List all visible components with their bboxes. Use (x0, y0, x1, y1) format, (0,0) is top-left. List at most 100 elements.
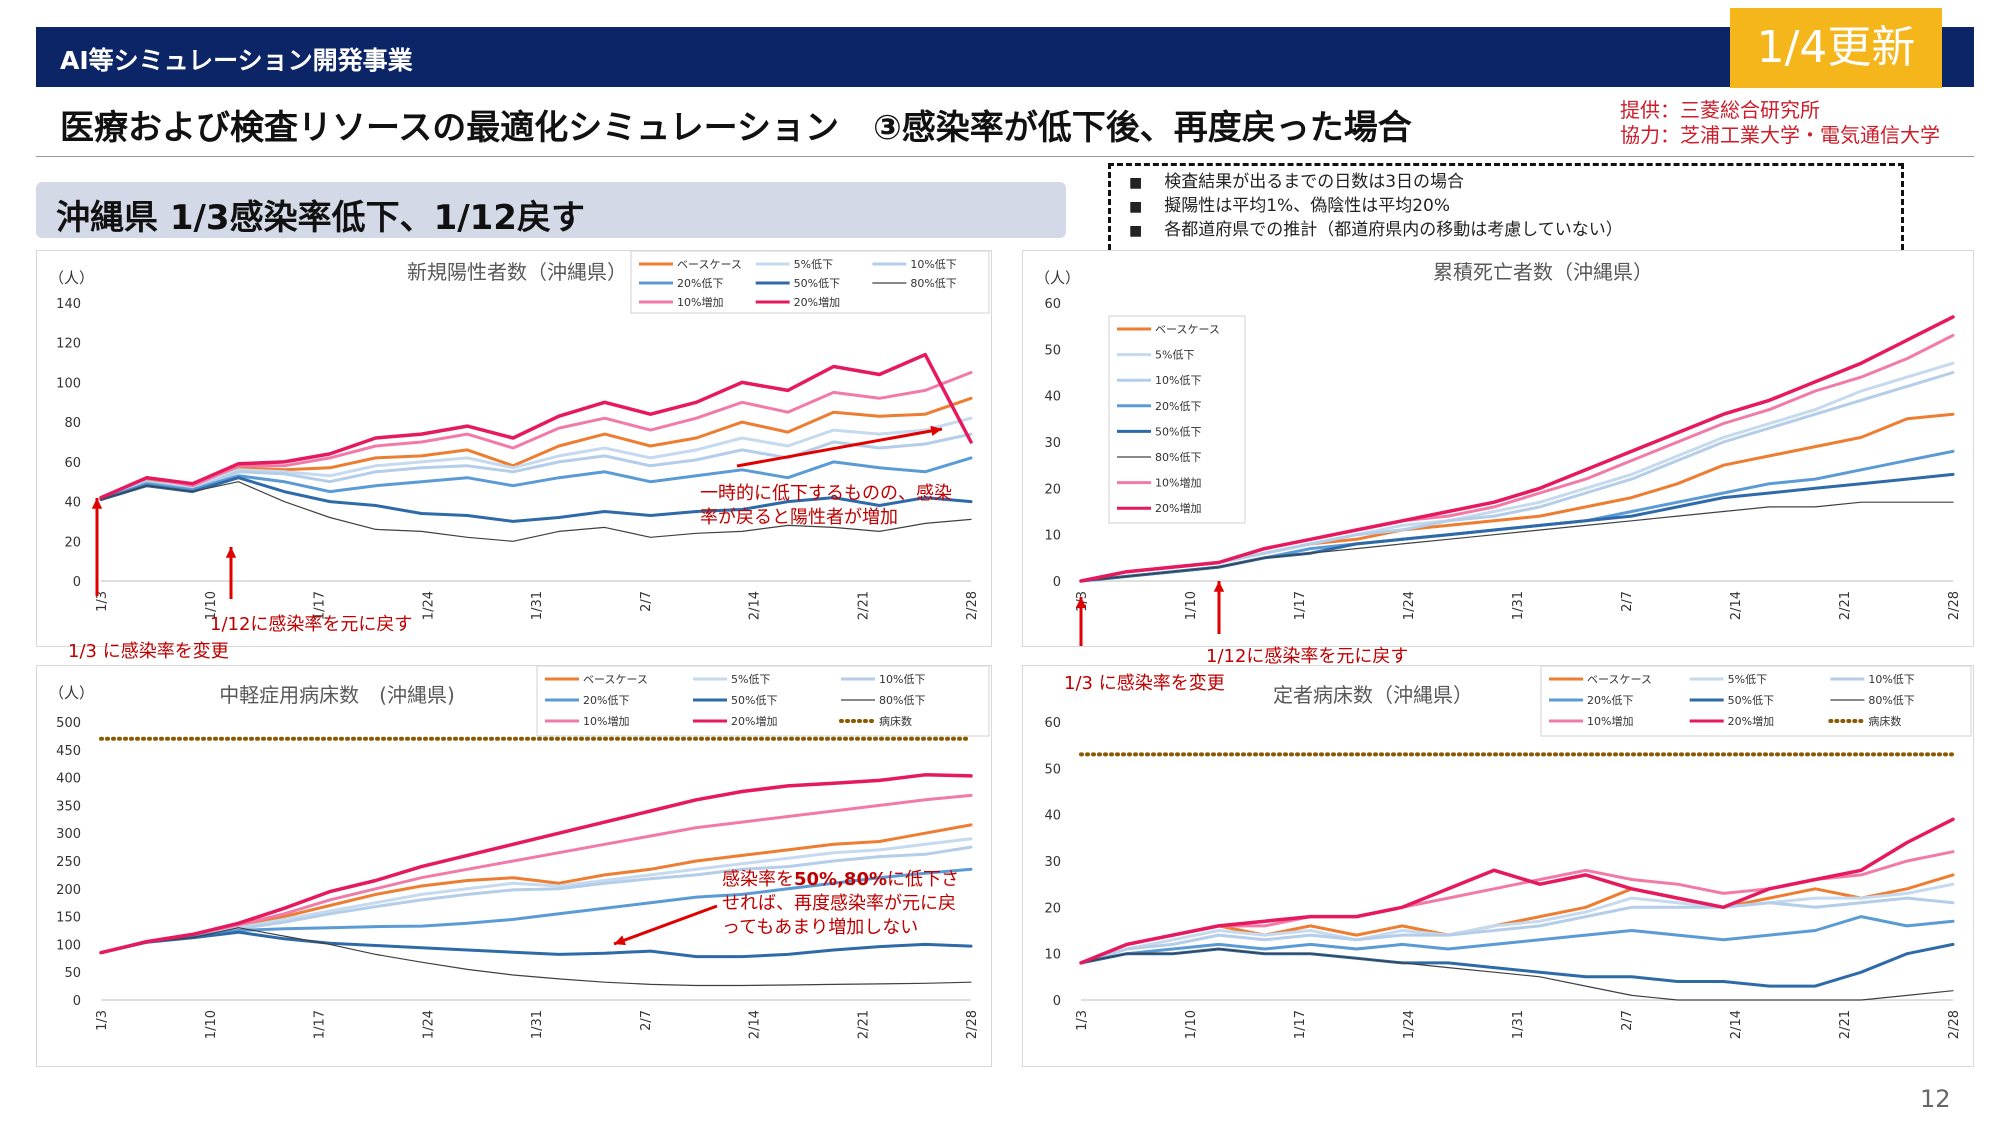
note-item: 各都道府県での推計（都道府県内の移動は考慮していない） (1129, 219, 1901, 243)
x-tick-label: 2/14 (1729, 591, 1744, 620)
legend-label: 50%低下 (1728, 694, 1774, 707)
y-tick-label: 80 (64, 416, 81, 431)
series-line (100, 927, 972, 987)
y-tick-label: 60 (64, 456, 81, 471)
legend-label: 20%低下 (1587, 694, 1633, 707)
section-header: 沖縄県 1/3感染率低下、1/12戻す (36, 182, 1066, 238)
x-tick-label: 2/21 (1838, 1010, 1853, 1039)
series-line (99, 476, 973, 523)
annotation-arrow-head (614, 935, 626, 946)
y-tick-label: 40 (1044, 809, 1061, 824)
series-line (1079, 873, 1955, 965)
x-tick-label: 1/3 (1075, 1010, 1090, 1031)
y-tick-label: 30 (1044, 436, 1061, 451)
legend-box (1540, 666, 1972, 737)
y-tick-label: 0 (73, 994, 81, 1009)
y-tick-label: 0 (73, 575, 81, 590)
x-tick-label: 1/31 (1511, 591, 1526, 620)
legend-label: ベースケース (583, 673, 648, 686)
series-line (99, 396, 973, 502)
legend-label: 10%低下 (1868, 673, 1914, 686)
y-axis-unit: （人） (49, 684, 94, 702)
credit-cooperation: 協力：芝浦工業大学・電気通信大学 (1620, 123, 1940, 147)
legend-label: 10%低下 (1155, 374, 1201, 387)
series-line (99, 773, 973, 955)
note-item: 擬陽性は平均1%、偽陰性は平均20% (1129, 195, 1901, 219)
category-label: AI等シミュレーション開発事業 (60, 46, 413, 75)
y-tick-label: 140 (56, 297, 81, 312)
x-tick-label: 1/10 (204, 1010, 219, 1039)
x-tick-label: 1/10 (1184, 591, 1199, 620)
legend-box (536, 666, 990, 737)
x-tick-label: 2/7 (639, 591, 654, 612)
y-tick-label: 60 (1044, 297, 1061, 312)
x-tick-label: 2/14 (748, 1010, 763, 1039)
y-axis-unit: （人） (1035, 269, 1080, 287)
annotation-arrow-head (91, 498, 103, 509)
annotation-arrow-head (1075, 597, 1087, 608)
y-tick-label: 450 (56, 744, 81, 759)
y-tick-label: 50 (1044, 762, 1061, 777)
legend-label: 20%低下 (677, 277, 723, 290)
x-tick-label: 2/7 (1620, 591, 1635, 612)
y-tick-label: 50 (64, 966, 81, 981)
legend-label: ベースケース (1587, 673, 1652, 686)
x-tick-label: 1/31 (530, 1010, 545, 1039)
x-tick-label: 2/21 (856, 1010, 871, 1039)
x-tick-label: 2/28 (1947, 1010, 1962, 1039)
section-header-text: 沖縄県 1/3感染率低下、1/12戻す (56, 198, 585, 238)
update-badge: 1/4更新 (1730, 8, 1942, 88)
legend-label: ベースケース (1155, 323, 1220, 336)
annotation-arrow-head (930, 425, 942, 437)
assumption-notes: 検査結果が出るまでの日数は3日の場合 擬陽性は平均1%、偽陰性は平均20% 各都… (1108, 163, 1904, 259)
legend-label: 10%低下 (879, 673, 925, 686)
legend-label: 20%低下 (583, 694, 629, 707)
y-tick-label: 500 (56, 716, 81, 731)
y-tick-label: 40 (1044, 390, 1061, 405)
y-tick-label: 40 (64, 496, 81, 511)
chart-new-positive-svg: 新規陽性者数（沖縄県） （人） 0 20 40 60 80 100 120 140 1/3 1/10 1… (49, 251, 990, 620)
annotation-arrow-head (1213, 581, 1225, 592)
y-tick-label: 350 (56, 799, 81, 814)
chart-severe-beds: 定者病床数（沖縄県） 0 10 20 30 40 50 60 1/3 1/10 1/17 1/24 1/… (1022, 665, 1974, 1067)
annotation-c3-emphasis: 50%,80% (794, 869, 888, 890)
y-tick-label: 20 (1044, 482, 1061, 497)
page-title: 医療および検査リソースの最適化シミュレーション ③感染率が低下後、再度戻った場合 (60, 108, 1412, 148)
y-tick-label: 30 (1044, 855, 1061, 870)
y-tick-label: 0 (1053, 994, 1061, 1009)
x-tick-label: 1/17 (313, 1010, 328, 1039)
x-tick-label: 1/17 (1293, 591, 1308, 620)
series-line (1080, 501, 1954, 582)
legend-box (1108, 315, 1246, 524)
legend-label: 5%低下 (794, 258, 833, 271)
legend-label: 20%低下 (1155, 400, 1201, 413)
x-tick-label: 1/3 (95, 591, 110, 612)
y-tick-label: 60 (1044, 716, 1061, 731)
chart-new-positive: 新規陽性者数（沖縄県） （人） 0 20 40 60 80 100 120 140 1/3 1/10 1… (36, 250, 992, 647)
legend-label: 5%低下 (1728, 673, 1767, 686)
legend-label: 10%増加 (583, 715, 629, 728)
series-line (1079, 896, 1955, 965)
x-tick-label: 2/14 (748, 591, 763, 620)
legend-label: 10%増加 (1587, 715, 1633, 728)
chart-mild-beds: 中軽症用病床数 (沖縄県) （人） 0 50 100 150 200 250 300 350 400… (36, 665, 992, 1067)
y-tick-label: 250 (56, 855, 81, 870)
annotation-c2-change: 1/3 に感染率を変更 (1064, 673, 1225, 694)
legend-label: ベースケース (677, 258, 742, 271)
series-line (99, 352, 973, 500)
legend-label: 10%増加 (1155, 477, 1201, 490)
legend-label: 病床数 (1868, 714, 1901, 728)
x-tick-label: 1/17 (313, 591, 328, 620)
y-axis-unit: （人） (49, 269, 94, 287)
x-tick-label: 2/28 (965, 1010, 980, 1039)
x-tick-label: 2/14 (1729, 1010, 1744, 1039)
legend-label: 80%低下 (1155, 451, 1201, 464)
note-item: 検査結果が出るまでの日数は3日の場合 (1129, 171, 1901, 195)
legend-label: 20%増加 (731, 715, 777, 728)
x-tick-label: 1/24 (1402, 591, 1417, 620)
series-line (1079, 817, 1955, 965)
y-tick-label: 100 (56, 938, 81, 953)
legend-label: 20%増加 (1155, 502, 1201, 515)
page-number: 12 (1920, 1085, 1951, 1113)
credit-provider: 提供：三菱総合研究所 (1620, 98, 1820, 122)
